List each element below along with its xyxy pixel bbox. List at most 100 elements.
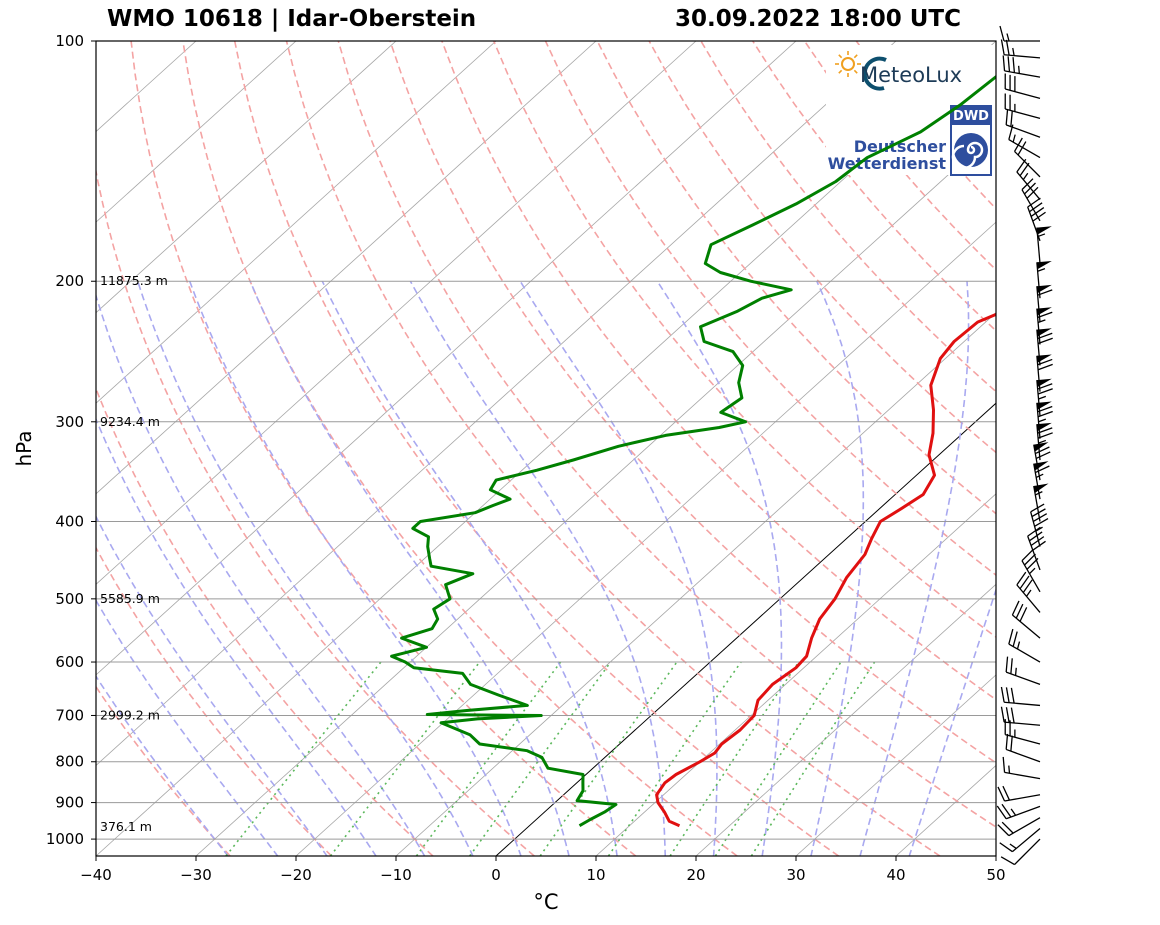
wind-barb-staff: [1005, 88, 1041, 99]
wind-barb-half: [1012, 134, 1016, 143]
wind-barb-full: [1027, 526, 1041, 537]
wind-barb-staff: [1014, 150, 1041, 178]
wind-barb-full: [1005, 687, 1010, 703]
wind-barb: [1016, 571, 1041, 613]
moist-adiabat-line: [96, 292, 426, 856]
wind-barb-full: [1022, 579, 1033, 593]
wind-barb: [1033, 442, 1051, 481]
wind-barb-staff: [1027, 206, 1041, 242]
wind-barb-staff: [1021, 189, 1041, 222]
height-label: 11875.3 m: [100, 273, 168, 288]
moist-adiabat-line: [656, 280, 783, 856]
isotherm-line: [96, 41, 497, 404]
moist-adiabat-line: [136, 280, 474, 856]
wind-barb-staff: [1027, 535, 1041, 571]
wind-barb: [997, 817, 1041, 837]
wind-barb-full: [1005, 656, 1009, 673]
wind-barb-full: [1016, 571, 1027, 586]
wind-barb: [999, 25, 1040, 42]
wind-barb-half: [1037, 319, 1046, 324]
wind-barb-half: [1014, 667, 1017, 676]
wind-barb-half: [1035, 526, 1043, 532]
isotherm-line: [295, 221, 996, 856]
x-tick-label: 0: [491, 866, 501, 884]
sun-ray: [838, 69, 843, 74]
wind-barb-staff: [1016, 584, 1041, 613]
wind-barb: [1002, 55, 1041, 78]
wind-barb-full: [1002, 785, 1011, 801]
mixing-ratio-line: [469, 661, 612, 856]
wind-barb-full: [1005, 707, 1010, 723]
y-tick-label: 300: [55, 413, 84, 431]
wind-barb: [1036, 422, 1053, 461]
wind-barb-pennant: [1036, 378, 1052, 388]
wind-barb-full: [1019, 575, 1030, 590]
wind-barb-staff: [1008, 643, 1041, 663]
isotherm-line: [795, 674, 996, 856]
dry-adiabat-line: [544, 41, 996, 577]
dry-adiabat-line: [441, 41, 996, 701]
wind-barb-pennant: [1033, 442, 1049, 452]
sun-icon: [835, 51, 861, 77]
wind-barb-full: [1026, 186, 1039, 199]
wind-barb-half: [1037, 268, 1046, 272]
dewpoint-profile: [390, 74, 996, 828]
wind-barb-staff: [1033, 463, 1041, 500]
wind-barb-full: [1021, 549, 1034, 562]
wind-barb: [1036, 354, 1053, 392]
wind-barb-half: [1029, 567, 1036, 575]
isotherm-line: [96, 41, 697, 585]
moist-adiabat-line: [96, 417, 377, 856]
meteolux-swoosh-icon: [862, 56, 887, 91]
wind-barb-full: [1034, 517, 1049, 527]
wind-barb-full: [1035, 446, 1050, 455]
wind-barb-full: [1015, 603, 1024, 619]
wind-barb-staff: [1012, 614, 1041, 639]
isotherm-line: [96, 41, 397, 314]
wind-barb-full: [1005, 109, 1009, 125]
wind-barb-staff: [1004, 794, 1041, 802]
sun-ray: [853, 69, 858, 74]
wind-barb: [1002, 756, 1041, 780]
wind-barb-full: [1000, 39, 1005, 55]
wind-barb-full: [1037, 332, 1053, 340]
wind-barb-staff: [1030, 511, 1041, 547]
wind-barb-staff: [1014, 838, 1041, 866]
dwd-spiral-path: [951, 141, 984, 170]
wind-barb-full: [1037, 337, 1053, 345]
moist-adiabat-line: [810, 280, 865, 856]
wind-barb-full: [1005, 39, 1010, 56]
wind-barb: [1008, 124, 1041, 159]
wind-barb: [1011, 600, 1041, 639]
wind-barb-pennant: [1036, 260, 1052, 270]
wind-barb-full: [1008, 628, 1014, 645]
wind-barb: [996, 803, 1041, 820]
x-tick-label: −40: [80, 866, 112, 884]
dwd-spiral-icon: [951, 133, 988, 170]
wind-barb: [1036, 328, 1053, 366]
moist-adiabat-line: [188, 280, 522, 856]
x-tick-label: 20: [686, 866, 705, 884]
wind-barb-half: [1009, 843, 1017, 849]
wind-barb-half: [1012, 47, 1015, 56]
station-title: WMO 10618 | Idar-Oberstein: [107, 6, 477, 32]
wind-barb-full: [999, 842, 1013, 853]
mixing-ratio-line: [750, 661, 876, 856]
temperature-profile: [655, 312, 996, 828]
y-tick-label: 600: [55, 653, 84, 671]
wind-barb-full: [1002, 756, 1006, 773]
wind-barb-full: [1017, 141, 1027, 156]
moist-adiabat-line: [409, 280, 667, 856]
height-label: 376.1 m: [100, 819, 152, 834]
x-tick-label: −30: [180, 866, 212, 884]
wind-barb-full: [1024, 553, 1036, 566]
dwd-badge-text: DWD: [953, 109, 989, 124]
wind-barb: [1004, 73, 1041, 99]
wind-barb-staff: [1004, 70, 1041, 78]
wind-barb-pennant: [1036, 401, 1052, 410]
wind-barb-pennant: [1036, 354, 1052, 363]
moist-adiabat-line: [908, 587, 996, 856]
wind-barb-half: [1010, 808, 1017, 816]
wind-barb-staff: [1036, 424, 1041, 461]
